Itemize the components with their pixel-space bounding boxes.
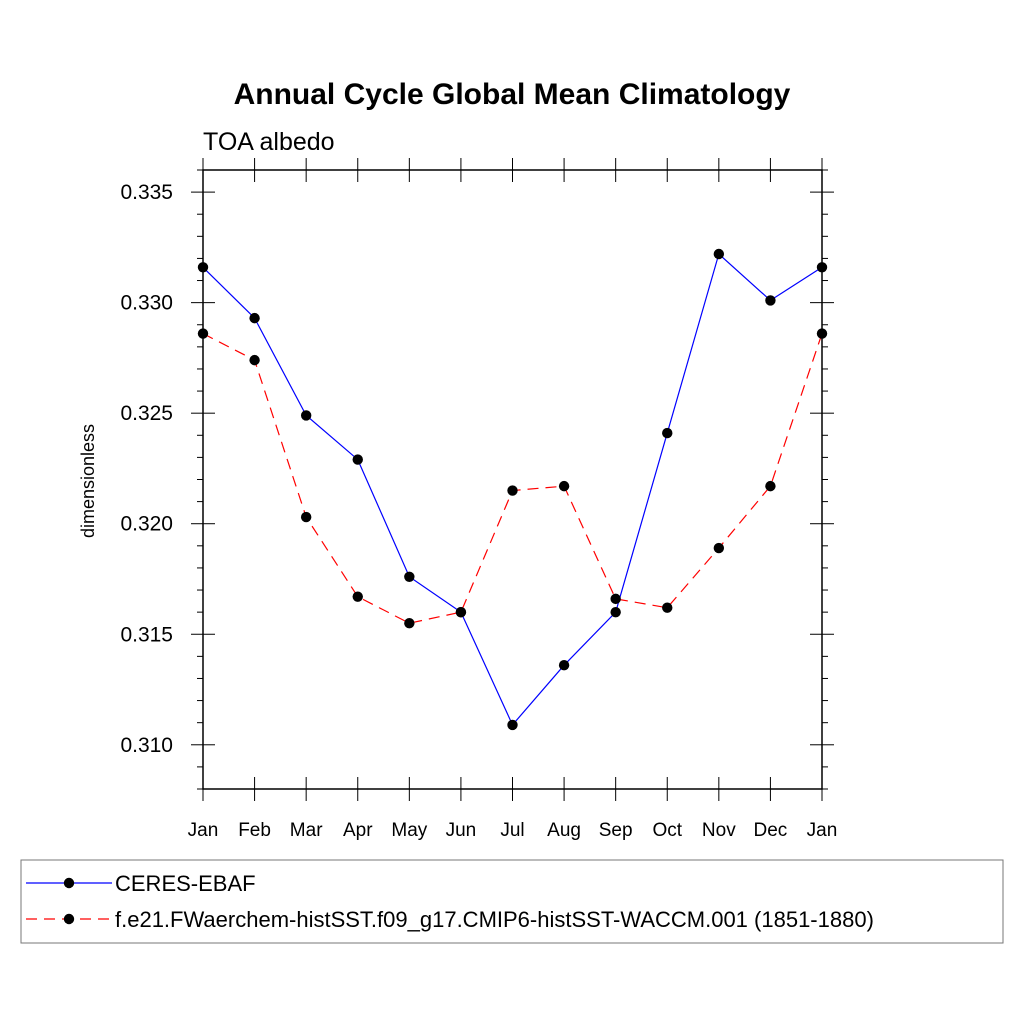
chart-subtitle: TOA albedo	[203, 128, 335, 156]
data-point	[352, 454, 363, 465]
data-point	[610, 606, 621, 618]
data-point	[249, 312, 260, 324]
legend-marker	[63, 877, 75, 889]
data-point	[765, 480, 776, 492]
data-point	[507, 485, 518, 496]
y-tick-label: 0.315	[120, 623, 173, 646]
data-point	[713, 248, 725, 260]
y-tick-label: 0.325	[120, 402, 173, 425]
x-tick-label: Apr	[343, 820, 373, 841]
x-tick-label: Jan	[188, 820, 219, 841]
series-layer	[197, 248, 828, 731]
legend-label: f.e21.FWaerchem-histSST.f09_g17.CMIP6-hi…	[115, 907, 874, 932]
series-line-1	[202, 333, 823, 624]
x-tick-label: Aug	[547, 820, 581, 841]
legend-marker	[63, 913, 75, 925]
axes-layer: Jan Feb Mar Apr May Jun Jul Aug Sep Oct Nov Dec Jan 0…	[120, 158, 837, 841]
x-tick-label: May	[391, 820, 427, 841]
y-tick-label: 0.335	[120, 181, 173, 204]
y-tick-label: 0.320	[120, 513, 173, 536]
data-point	[300, 511, 312, 523]
x-tick-label: Jan	[807, 820, 838, 841]
data-point	[558, 480, 570, 492]
y-tick-label: 0.310	[120, 734, 173, 757]
data-point	[816, 262, 828, 273]
data-point	[352, 591, 363, 602]
data-point	[507, 719, 518, 731]
data-point	[197, 262, 209, 273]
data-point	[455, 606, 467, 618]
data-point	[765, 295, 776, 306]
x-tick-label: Sep	[599, 820, 633, 841]
data-point	[404, 617, 415, 629]
data-point	[197, 328, 209, 339]
y-axis-label: dimensionless	[78, 424, 98, 538]
x-tick-label: Jul	[500, 820, 524, 841]
x-tick-label: Oct	[652, 820, 682, 841]
legend-label: CERES-EBAF	[115, 871, 256, 896]
x-tick-label: Dec	[754, 820, 788, 841]
legend: CERES-EBAF f.e21.FWaerchem-histSST.f09_g1…	[26, 871, 874, 932]
x-tick-label: Mar	[290, 820, 323, 841]
x-tick-label: Feb	[238, 820, 271, 841]
data-point	[404, 571, 415, 582]
data-point	[662, 427, 673, 439]
data-point	[558, 660, 570, 671]
data-point	[610, 593, 621, 605]
y-tick-label: 0.330	[120, 292, 173, 315]
data-point	[713, 542, 725, 554]
data-point	[249, 354, 260, 366]
data-point	[662, 602, 673, 613]
chart-title: Annual Cycle Global Mean Climatology	[234, 78, 791, 111]
legend-box	[20, 859, 1004, 944]
data-point	[300, 410, 312, 421]
data-point	[816, 328, 828, 339]
x-tick-label: Nov	[702, 820, 736, 841]
x-tick-label: Jun	[446, 820, 477, 841]
